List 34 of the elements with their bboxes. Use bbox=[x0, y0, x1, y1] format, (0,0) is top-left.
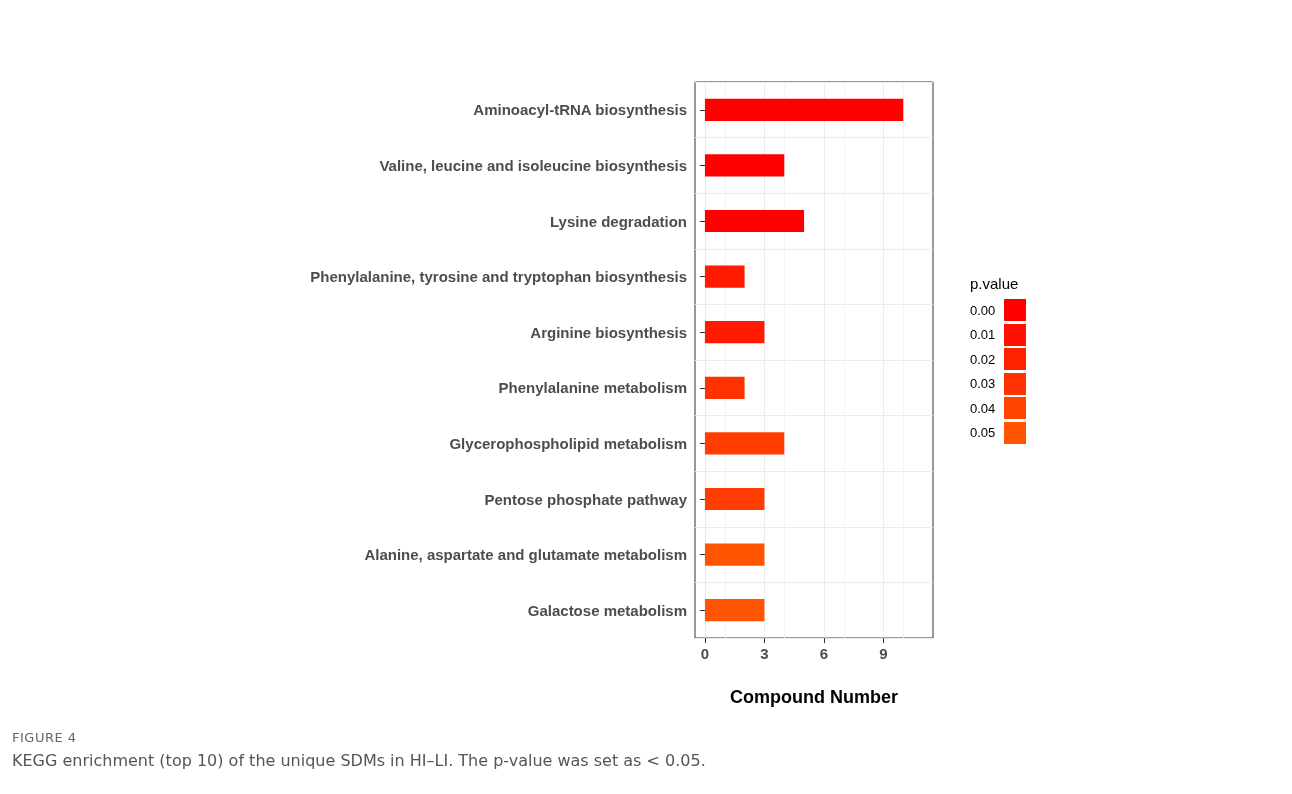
bar bbox=[704, 543, 765, 566]
y-tick-label: Phenylalanine metabolism bbox=[498, 379, 687, 397]
y-tick-label: Phenylalanine, tyrosine and tryptophan biosynthesis bbox=[310, 268, 687, 286]
x-tick-label: 3 bbox=[760, 645, 769, 662]
y-tick-label: Lysine degradation bbox=[550, 212, 687, 230]
bar bbox=[704, 599, 765, 622]
color-bar-label: 0.01 bbox=[970, 327, 997, 343]
y-tick-label: Arginine biosynthesis bbox=[530, 323, 687, 341]
caption: FIGURE 4 bbox=[12, 730, 78, 745]
bar bbox=[704, 265, 745, 288]
bar bbox=[704, 321, 765, 344]
x-tick-label: 9 bbox=[879, 645, 888, 662]
color-bar-title: p.value bbox=[970, 275, 1019, 292]
color-bar-label: 0.02 bbox=[970, 351, 997, 367]
y-tick-label: Glycerophospholipid metabolism bbox=[449, 434, 687, 452]
bar bbox=[704, 487, 765, 511]
y-tick-label: Aminoacyl-tRNA biosynthesis bbox=[473, 101, 687, 119]
bar bbox=[704, 98, 904, 121]
x-tick-label: 6 bbox=[819, 645, 829, 662]
bar bbox=[704, 376, 745, 399]
text: KEGG enrichment (top 10) of the unique SDMs in HI–LI. The p-value was set as < 0.05. bbox=[12, 751, 706, 770]
y-tick-label: Alanine, aspartate and glutamate metabolism bbox=[364, 546, 687, 564]
color-bar-label: 0.04 bbox=[970, 400, 997, 416]
y-tick-label: Pentose phosphate pathway bbox=[484, 490, 688, 508]
bar bbox=[704, 154, 785, 177]
x-axis-title: Compound Number bbox=[730, 687, 898, 707]
color-bar-label: 0.00 bbox=[970, 302, 997, 318]
x-tick-label: 0 bbox=[700, 645, 710, 662]
bar bbox=[704, 432, 785, 455]
y-tick-label: Valine, leucine and isoleucine biosynthesis bbox=[379, 156, 687, 174]
color-bar-label: 0.03 bbox=[970, 376, 997, 392]
y-tick-label: Galactose metabolism bbox=[527, 601, 687, 619]
bar bbox=[704, 209, 805, 233]
color-bar-label: 0.05 bbox=[970, 425, 997, 441]
